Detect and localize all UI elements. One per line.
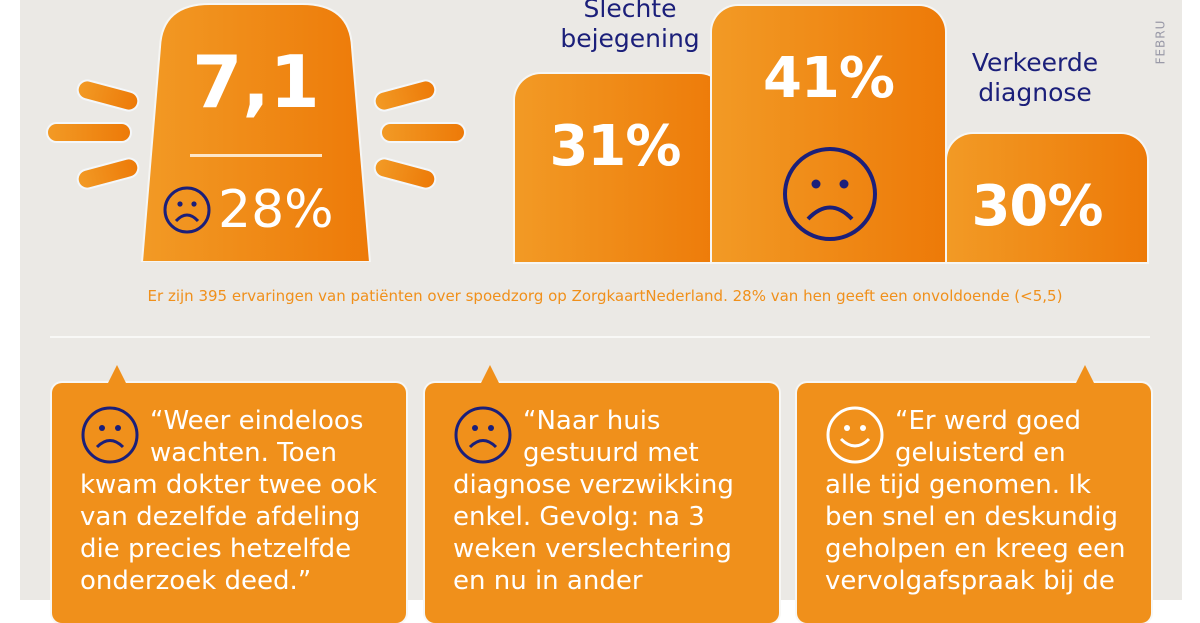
reason-bar-diagnose: 30%	[947, 134, 1147, 262]
card-tail	[1075, 365, 1095, 385]
reason-label-line1: Slechte	[583, 0, 677, 23]
reason-label-diagnose: Verkeerde diagnose	[960, 48, 1110, 108]
sad-face-icon	[163, 186, 211, 234]
quote-card: “Weer eindeloos wachten. Toen kwam dokter…	[52, 365, 406, 623]
sad-face-icon	[81, 406, 139, 464]
quote-text: “Naar huis gestuurd met diagnose verzwikk…	[453, 405, 763, 597]
quote-rest: diagnose verzwikking enkel. Gevolg: na 3…	[453, 470, 734, 596]
summary-text: Er zijn 395 ervaringen van patiënten ove…	[147, 287, 1063, 305]
score-sign: 7,1 28%	[140, 2, 372, 262]
quote-first: “Naar huis gestuurd met	[523, 406, 699, 468]
reason-value: 31%	[549, 114, 681, 179]
ray-right-mid	[382, 124, 464, 141]
quote-card: “Naar huis gestuurd met diagnose verzwikk…	[425, 365, 779, 623]
score-divider	[190, 154, 322, 157]
sad-face-icon	[783, 147, 877, 241]
quote-first: “Weer eindeloos wachten. Toen	[150, 406, 364, 468]
quote-text: “Er werd goed geluisterd en alle tijd gen…	[825, 405, 1135, 597]
reason-label-line2: bejegening	[560, 24, 700, 53]
sad-face-icon	[454, 406, 512, 464]
reason-bar-bejegening: 31%	[515, 74, 725, 262]
side-label: FEBRU	[1150, 5, 1190, 85]
quote-rest: alle tijd genomen. Ik ben snel en deskun…	[825, 470, 1126, 596]
unsatisfied-percent: 28%	[218, 180, 334, 240]
reason-value: 41%	[762, 46, 895, 111]
quote-card: “Er werd goed geluisterd en alle tijd gen…	[797, 365, 1151, 623]
side-label-text: FEBRU	[1153, 19, 1168, 65]
reason-label-line2: diagnose	[978, 78, 1092, 107]
reason-label-line1: Verkeerde	[971, 48, 1099, 77]
reason-bar-middle: 41%	[712, 6, 945, 262]
card-tail	[107, 365, 127, 385]
score-sign-shape	[140, 3, 372, 262]
quote-first: “Er werd goed geluisterd en	[895, 406, 1082, 468]
ray-left-mid	[48, 124, 130, 141]
reason-label-bejegening: Slechte bejegening	[555, 0, 705, 54]
score-grade: 7,1	[192, 40, 320, 124]
happy-face-icon	[826, 406, 884, 464]
quote-rest: kwam dokter twee ook van dezelfde afdeli…	[80, 470, 378, 596]
card-tail	[480, 365, 500, 385]
quote-text: “Weer eindeloos wachten. Toen kwam dokter…	[80, 405, 390, 597]
reason-value: 30%	[971, 174, 1103, 239]
divider	[50, 336, 1150, 338]
